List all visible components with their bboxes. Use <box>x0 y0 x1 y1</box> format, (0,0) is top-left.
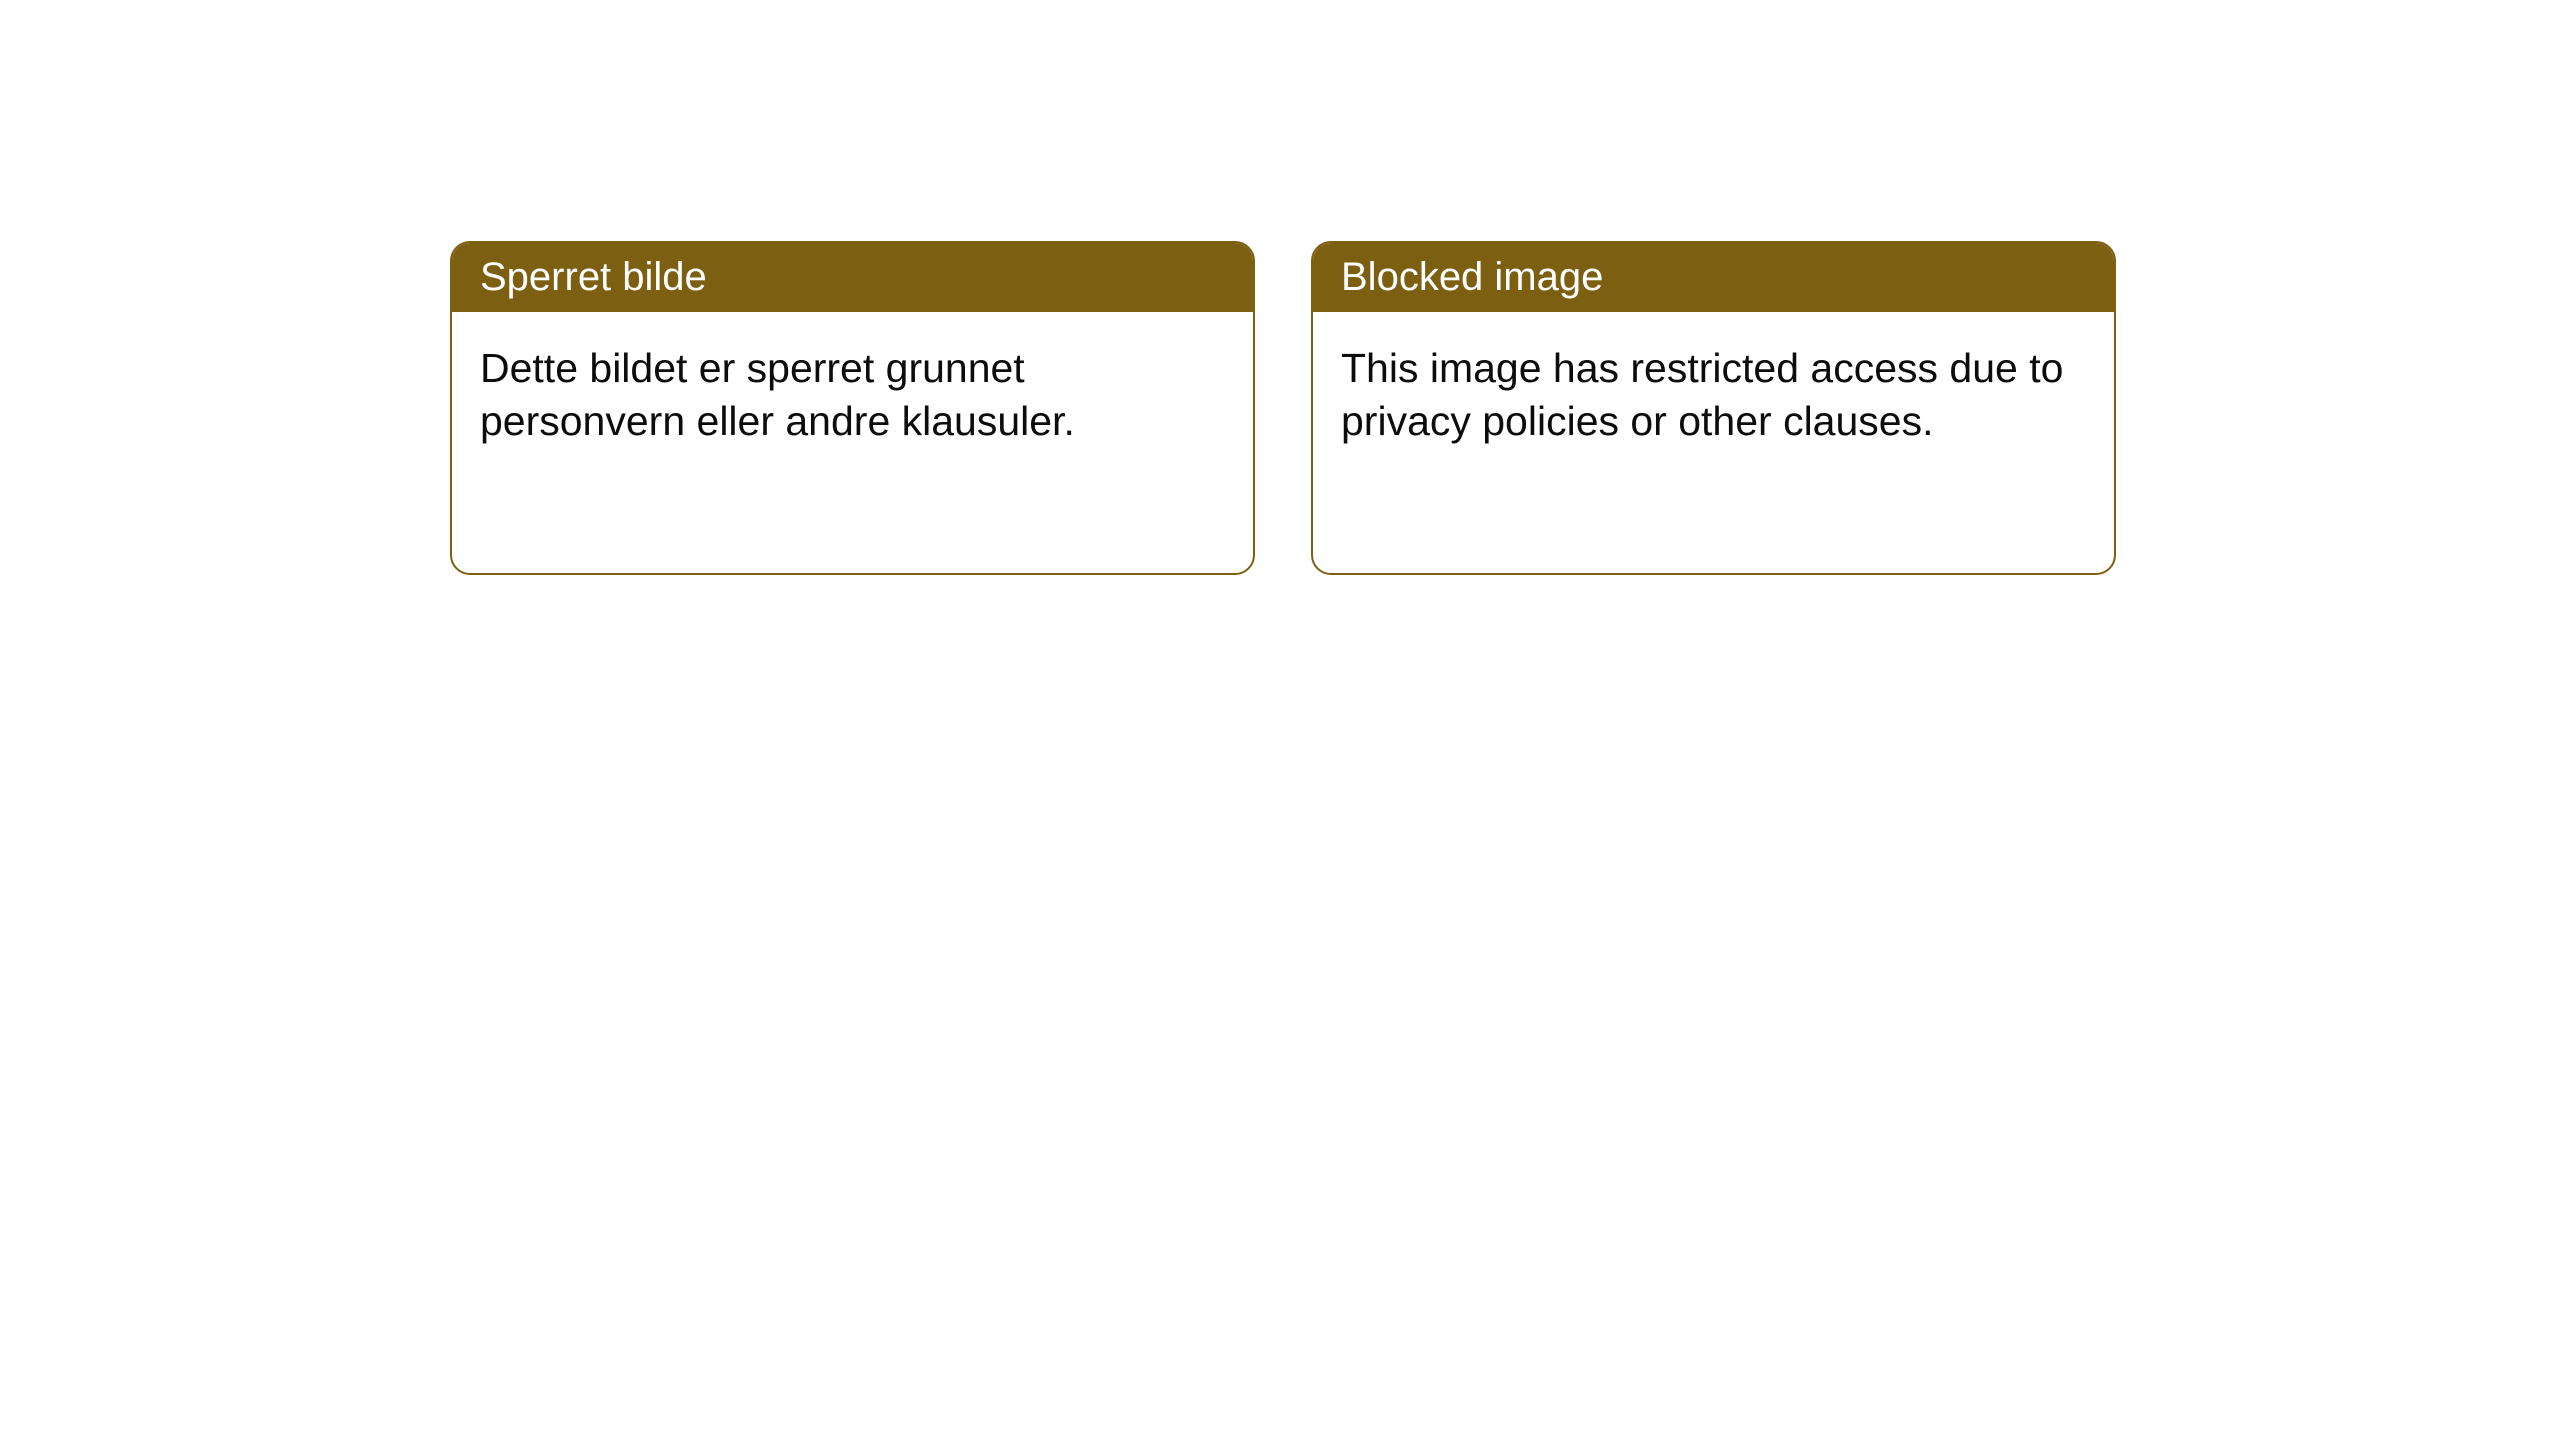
card-body-en: This image has restricted access due to … <box>1313 312 2114 479</box>
blocked-image-card-en: Blocked image This image has restricted … <box>1311 241 2116 575</box>
card-body-no: Dette bildet er sperret grunnet personve… <box>452 312 1253 479</box>
blocked-image-card-no: Sperret bilde Dette bildet er sperret gr… <box>450 241 1255 575</box>
card-header-en: Blocked image <box>1313 243 2114 312</box>
cards-container: Sperret bilde Dette bildet er sperret gr… <box>450 241 2116 575</box>
card-header-no: Sperret bilde <box>452 243 1253 312</box>
